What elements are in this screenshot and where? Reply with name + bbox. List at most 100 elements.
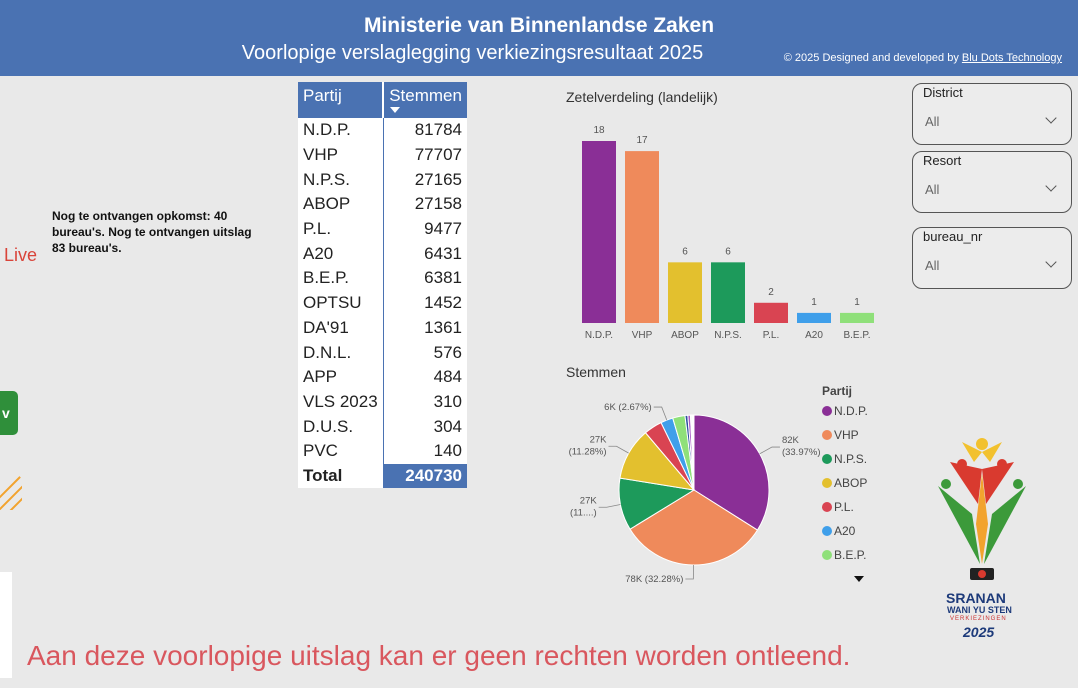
table-row[interactable]: D.N.L. 576: [298, 340, 467, 365]
col-header-party[interactable]: Partij: [298, 82, 384, 118]
developer-link[interactable]: Blu Dots Technology: [961, 52, 1062, 64]
green-nav-button[interactable]: v: [0, 391, 18, 435]
pie-data-label: 6K (2.67%): [604, 402, 652, 413]
legend-item[interactable]: VHP: [822, 428, 868, 452]
table-total-row: Total 240730: [298, 463, 467, 489]
cell-party: VHP: [298, 142, 384, 168]
legend-dot-icon: [822, 526, 832, 536]
bar-value-label: 1: [854, 297, 860, 308]
legend-label: B.E.P.: [834, 548, 867, 562]
cell-party: D.U.S.: [298, 414, 384, 439]
bar-P.L.[interactable]: [754, 302, 788, 323]
bar-category-label: ABOP: [671, 330, 699, 341]
legend-label: N.P.S.: [834, 452, 868, 466]
table-row[interactable]: VHP 77707: [298, 142, 467, 168]
logo-text-year: 2025: [963, 624, 995, 640]
legend-dot-icon: [822, 478, 832, 488]
pie-chart-title: Stemmen: [566, 364, 626, 380]
table-row[interactable]: N.D.P. 81784: [298, 118, 467, 143]
cell-party: N.P.S.: [298, 167, 384, 193]
legend-label: P.L.: [834, 500, 854, 514]
table-row[interactable]: N.P.S. 27165: [298, 167, 467, 193]
slicer-bureau-nr[interactable]: bureau_nr All: [912, 227, 1072, 289]
white-panel: [0, 572, 12, 678]
bar-N.D.P.[interactable]: [582, 141, 616, 323]
pie-label-leader: [685, 564, 694, 580]
pie-data-label: (33.97%): [782, 447, 820, 458]
legend-dot-icon: [822, 454, 832, 464]
bar-value-label: 18: [593, 125, 605, 136]
cell-votes: 140: [382, 438, 467, 464]
cell-party: VLS 2023: [298, 389, 384, 415]
bar-value-label: 6: [682, 246, 688, 257]
total-value: 240730: [382, 463, 467, 489]
pie-data-label: 27K: [590, 434, 608, 445]
legend-item[interactable]: N.P.S.: [822, 452, 868, 476]
legend-item[interactable]: ABOP: [822, 476, 868, 500]
legend-item[interactable]: A20: [822, 524, 868, 548]
bar-category-label: VHP: [632, 330, 653, 341]
chevron-down-icon: [1045, 256, 1057, 268]
legend-more-icon[interactable]: [854, 576, 864, 582]
pie-data-label: 27K: [580, 495, 598, 506]
table-row[interactable]: B.E.P. 6381: [298, 266, 467, 291]
table-row[interactable]: P.L. 9477: [298, 216, 467, 242]
bar-category-label: N.D.P.: [585, 330, 613, 341]
table-row[interactable]: ABOP 27158: [298, 192, 467, 217]
cell-party: N.D.P.: [298, 118, 384, 143]
cell-party: D.N.L.: [298, 340, 384, 365]
bar-category-label: B.E.P.: [843, 330, 870, 341]
slicer-district[interactable]: District All: [912, 83, 1072, 145]
legend-item[interactable]: N.D.P.: [822, 404, 868, 428]
cell-votes: 576: [382, 340, 467, 365]
bar-N.P.S.[interactable]: [711, 262, 745, 323]
cell-votes: 1361: [382, 315, 467, 341]
cell-votes: 81784: [382, 118, 467, 143]
table-row[interactable]: DA'91 1361: [298, 315, 467, 341]
pending-stations-note: Nog te ontvangen opkomst: 40 bureau's. N…: [52, 209, 252, 255]
col-header-votes[interactable]: Stemmen: [382, 82, 467, 118]
bar-A20[interactable]: [797, 312, 831, 323]
bar-value-label: 2: [768, 287, 774, 298]
legend-item[interactable]: P.L.: [822, 500, 868, 524]
election-logo-icon: [938, 438, 1026, 580]
pie-data-label: 82K: [782, 435, 800, 446]
table-row[interactable]: D.U.S. 304: [298, 414, 467, 439]
header-banner: Ministerie van Binnenlandse Zaken Voorlo…: [0, 0, 1078, 76]
bar-chart-title: Zetelverdeling (landelijk): [566, 89, 718, 105]
pie-label-leader: [598, 504, 621, 508]
table-row[interactable]: A20 6431: [298, 241, 467, 267]
cell-votes: 27158: [382, 192, 467, 217]
bar-value-label: 1: [811, 297, 817, 308]
bar-category-label: A20: [805, 330, 823, 341]
slicer-value: All: [925, 114, 940, 129]
legend-label: VHP: [834, 428, 859, 442]
pie-data-label: 78K (32.28%): [625, 574, 683, 584]
chevron-down-icon: [1045, 180, 1057, 192]
bar-VHP[interactable]: [625, 151, 659, 323]
seat-bar-chart: 18 N.D.P. 17 VHP 6 ABOP 6 N.P.S. 2 P.L. 1 A20 1 B.E.P…: [582, 125, 874, 341]
table-row[interactable]: PVC 140: [298, 438, 467, 464]
logo-text-verkiezingen: VERKIEZINGEN: [950, 616, 1007, 622]
table-row[interactable]: OPTSU 1452: [298, 290, 467, 316]
slicer-resort[interactable]: Resort All: [912, 151, 1072, 213]
table-row[interactable]: VLS 2023 310: [298, 389, 467, 415]
bar-B.E.P.[interactable]: [840, 312, 874, 323]
table-row[interactable]: APP 484: [298, 364, 467, 390]
col-header-votes-label: Stemmen: [389, 86, 462, 105]
sort-desc-icon: [390, 107, 401, 113]
cell-party: PVC: [298, 438, 384, 464]
cell-votes: 9477: [382, 216, 467, 242]
cell-votes: 6431: [382, 241, 467, 267]
logo-text-sranan: SRANAN: [946, 590, 1006, 606]
bar-ABOP[interactable]: [668, 262, 702, 323]
legend-item[interactable]: B.E.P.: [822, 548, 868, 572]
slicer-label: District: [923, 85, 963, 100]
page-title: Ministerie van Binnenlandse Zaken: [363, 14, 715, 37]
cell-votes: 6381: [382, 266, 467, 291]
cell-votes: 1452: [382, 290, 467, 316]
votes-pie-chart: 82K(33.97%)78K (32.28%)27K(11....)27K(11…: [569, 402, 820, 584]
legend-label: A20: [834, 524, 856, 538]
pie-data-label: (11....): [570, 507, 597, 518]
disclaimer-text: Aan deze voorlopige uitslag kan er geen …: [27, 640, 851, 671]
